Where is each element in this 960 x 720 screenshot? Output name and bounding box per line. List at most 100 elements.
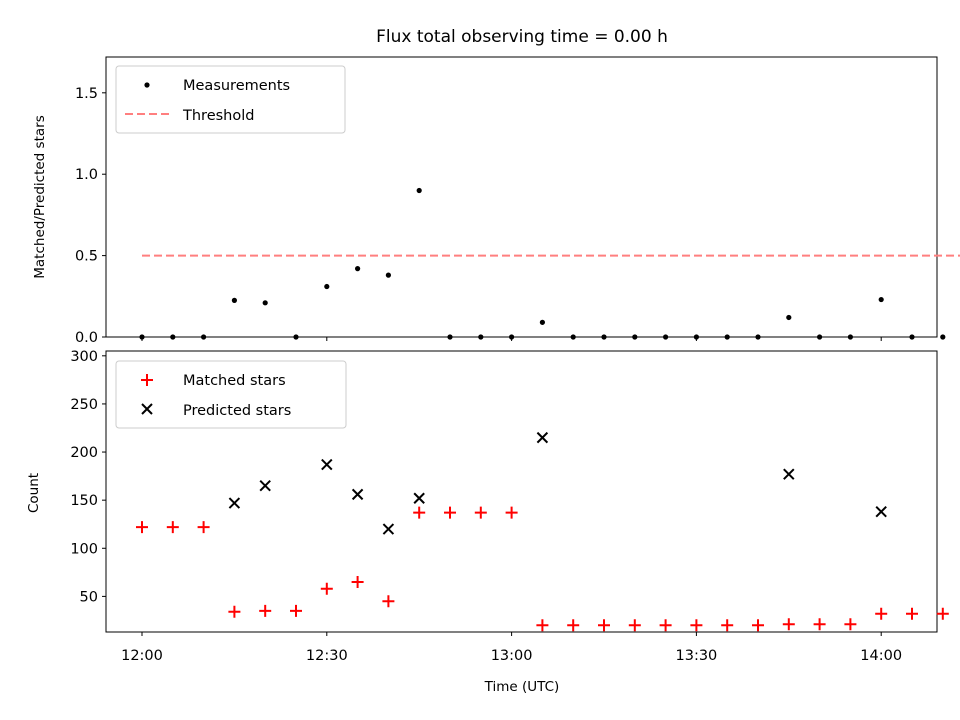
matched-stars-point xyxy=(567,619,580,632)
bottom-data-marks xyxy=(136,431,949,632)
measurement-point xyxy=(355,266,361,272)
legend-label-predicted: Predicted stars xyxy=(183,403,291,419)
x-axis-label-time: Time (UTC) xyxy=(484,679,560,695)
matched-stars-point xyxy=(752,619,764,632)
matched-stars-point xyxy=(413,506,426,519)
measurement-point xyxy=(385,272,391,278)
y-tick-label: 50 xyxy=(80,589,98,605)
top-data-marks xyxy=(139,187,960,340)
matched-stars-point xyxy=(659,619,672,632)
measurement-point xyxy=(909,334,915,340)
y-tick-label: 0.5 xyxy=(75,249,98,265)
matched-stars-point xyxy=(197,521,210,534)
bottom-legend: Matched stars Predicted stars xyxy=(115,360,347,429)
measurement-point xyxy=(293,334,299,340)
legend-swatch-predicted xyxy=(141,403,153,415)
y-tick-label: 100 xyxy=(70,541,98,557)
x-tick-label: 14:00 xyxy=(860,648,902,664)
x-tick-label: 12:30 xyxy=(306,648,348,664)
measurement-point xyxy=(786,314,792,321)
predicted-stars-point xyxy=(875,506,887,518)
measurement-point xyxy=(755,334,761,340)
top-legend: Measurements Threshold xyxy=(115,65,346,134)
matched-stars-point xyxy=(936,607,949,620)
measurement-point xyxy=(139,334,145,340)
plot-frame xyxy=(105,350,938,633)
matched-stars-point xyxy=(228,605,241,618)
y-tick-label: 200 xyxy=(70,445,98,461)
legend-label-threshold: Threshold xyxy=(182,108,254,124)
measurement-point xyxy=(940,334,946,340)
bottom-y-ticks: 50 100 150 200 250 300 xyxy=(70,349,106,605)
predicted-stars-point xyxy=(413,492,425,504)
legend-swatch-measurements xyxy=(144,82,150,88)
measurement-point xyxy=(539,319,546,325)
bottom-panel: Count Time (UTC) 50 100 150 200 250 300 12:00… xyxy=(26,349,949,695)
matched-stars-point xyxy=(844,618,857,631)
matched-stars-point xyxy=(782,618,795,631)
y-tick-label: 250 xyxy=(70,397,98,413)
y-axis-label-count: Count xyxy=(26,473,42,513)
matched-stars-point xyxy=(474,506,487,519)
y-tick-label: 1.0 xyxy=(75,167,98,183)
matched-stars-point xyxy=(444,506,456,519)
measurement-point xyxy=(693,334,700,340)
y-axis-label-ratio: Matched/Predicted stars xyxy=(32,115,48,278)
matched-stars-point xyxy=(690,619,703,632)
matched-stars-point xyxy=(875,607,888,620)
x-tick-label: 12:00 xyxy=(121,648,163,664)
top-panel: Flux total observing time = 0.00 h Match… xyxy=(32,27,960,346)
predicted-stars-point xyxy=(783,468,795,480)
legend-box xyxy=(115,65,346,134)
predicted-stars-point xyxy=(382,523,395,535)
measurement-point xyxy=(262,300,268,306)
legend-label-measurements: Measurements xyxy=(183,78,290,94)
top-x-ticks xyxy=(141,337,882,341)
matched-stars-point xyxy=(290,604,302,617)
measurement-point xyxy=(201,334,207,340)
matched-stars-point xyxy=(536,619,549,632)
measurement-point xyxy=(878,296,884,303)
bottom-x-ticks: 12:0012:3013:0013:3014:0014:3015:0015:30… xyxy=(121,632,902,664)
measurement-point xyxy=(509,334,515,340)
y-tick-label: 1.5 xyxy=(75,86,98,102)
legend-swatch-matched xyxy=(141,374,153,386)
measurement-point xyxy=(663,334,669,340)
matched-stars-point xyxy=(721,619,734,632)
measurement-point xyxy=(817,334,823,340)
measurement-point xyxy=(478,334,484,340)
y-tick-label: 150 xyxy=(70,493,98,509)
predicted-stars-point xyxy=(536,431,549,444)
legend-label-matched: Matched stars xyxy=(183,373,286,389)
measurement-point xyxy=(416,187,422,194)
measurement-point xyxy=(601,334,607,340)
matched-stars-point xyxy=(628,619,641,632)
x-tick-label: 13:00 xyxy=(491,648,533,664)
y-tick-label: 300 xyxy=(70,349,98,365)
measurement-point xyxy=(447,334,453,340)
predicted-stars-point xyxy=(351,488,364,501)
chart-title: Flux total observing time = 0.00 h xyxy=(376,27,668,47)
matched-stars-point xyxy=(598,619,610,632)
measurement-point xyxy=(324,283,330,290)
predicted-stars-point xyxy=(321,458,333,471)
bottom-plot-area xyxy=(105,350,938,633)
matched-stars-point xyxy=(906,607,918,620)
top-y-ticks: 0.0 0.5 1.0 1.5 xyxy=(75,86,106,346)
plot-frame xyxy=(105,56,938,338)
matched-stars-point xyxy=(136,521,148,534)
x-tick-label: 13:30 xyxy=(676,648,718,664)
measurement-point xyxy=(847,334,854,340)
top-plot-area xyxy=(105,56,938,338)
measurement-point xyxy=(632,334,638,340)
legend-box xyxy=(115,360,347,429)
matched-stars-point xyxy=(320,582,333,595)
predicted-stars-point xyxy=(228,497,241,509)
predicted-stars-point xyxy=(259,480,271,492)
matched-stars-point xyxy=(813,618,826,631)
matched-stars-point xyxy=(259,604,272,617)
measurement-point xyxy=(570,334,576,340)
matched-stars-point xyxy=(382,595,395,608)
measurement-point xyxy=(231,297,237,303)
